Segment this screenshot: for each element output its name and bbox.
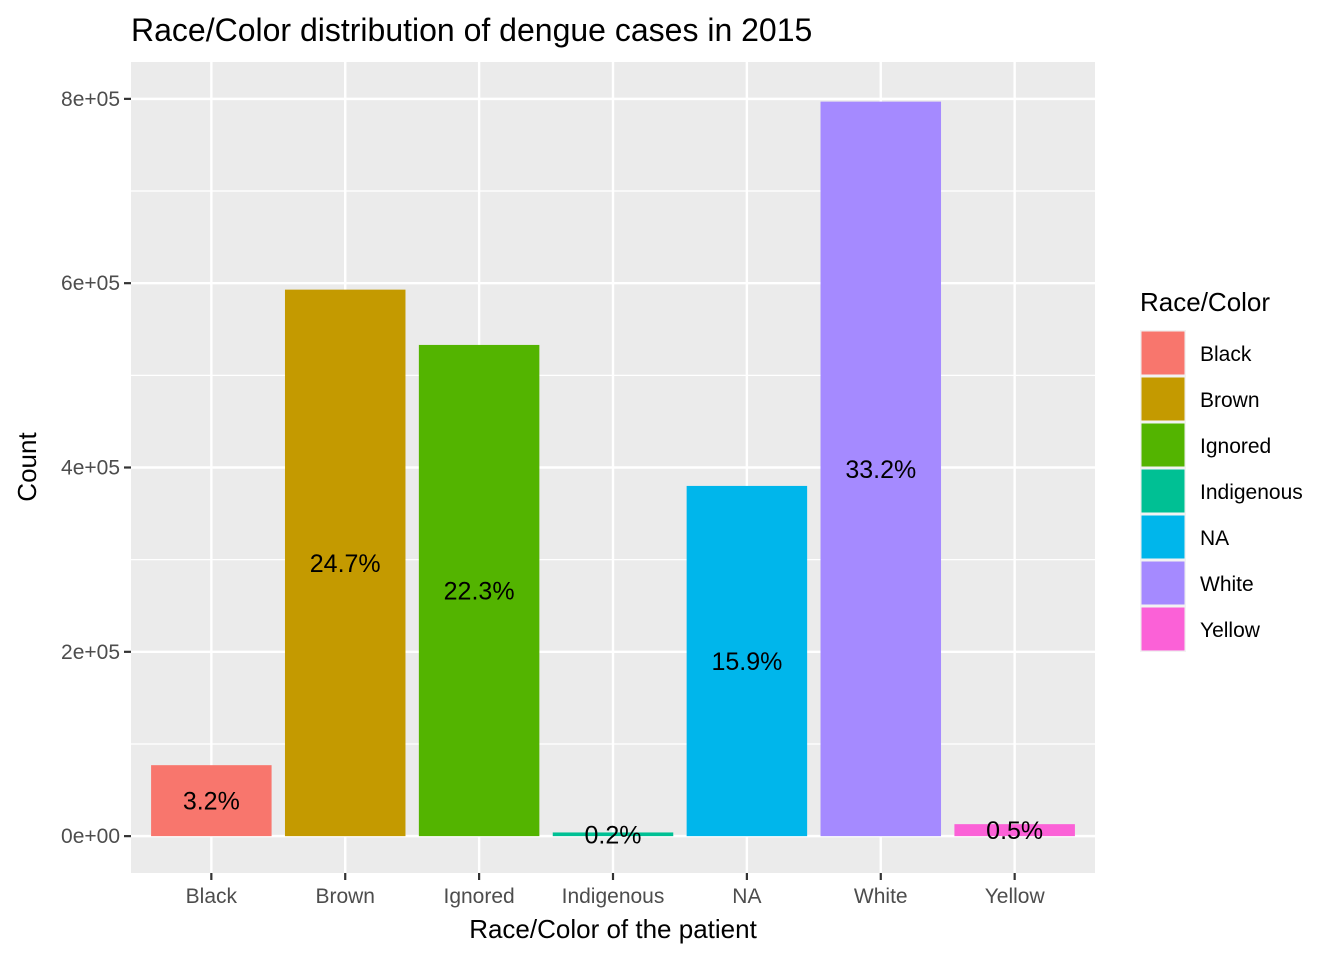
bar-na xyxy=(686,485,808,837)
legend-swatch-na xyxy=(1141,515,1185,559)
bar-label-white: 33.2% xyxy=(845,456,916,484)
x-tick-label: Brown xyxy=(315,885,375,908)
x-tick-label: Black xyxy=(186,885,238,908)
bar-label-ignored: 22.3% xyxy=(444,578,515,606)
legend-label-indigenous: Indigenous xyxy=(1200,481,1303,504)
legend-swatch-ignored xyxy=(1141,423,1185,467)
y-axis-title: Count xyxy=(12,432,42,502)
bar-ignored xyxy=(418,344,540,837)
legend-label-white: White xyxy=(1200,573,1254,596)
bars xyxy=(151,101,1075,837)
legend-swatch-brown xyxy=(1141,377,1185,421)
legend-swatch-indigenous xyxy=(1141,469,1185,513)
legend-swatch-black xyxy=(1141,331,1185,375)
legend-label-black: Black xyxy=(1200,343,1252,366)
bar-label-brown: 24.7% xyxy=(310,550,381,578)
bar-brown xyxy=(284,289,406,837)
bar-label-black: 3.2% xyxy=(183,788,240,816)
legend-swatch-white xyxy=(1141,561,1185,605)
bar-white xyxy=(820,101,942,837)
legend-label-yellow: Yellow xyxy=(1200,619,1261,642)
x-axis-title: Race/Color of the patient xyxy=(469,914,757,944)
legend-label-na: NA xyxy=(1200,527,1229,550)
x-tick-label: Ignored xyxy=(443,885,514,908)
legend-label-brown: Brown xyxy=(1200,389,1260,412)
y-tick-label: 0e+00 xyxy=(61,825,120,848)
y-tick-label: 8e+05 xyxy=(61,88,120,111)
legend-label-ignored: Ignored xyxy=(1200,435,1271,458)
x-tick-label: White xyxy=(854,885,908,908)
x-tick-label: Yellow xyxy=(985,885,1046,908)
bar-label-indigenous: 0.2% xyxy=(585,821,642,849)
x-tick-label: NA xyxy=(732,885,761,908)
y-tick-label: 4e+05 xyxy=(61,457,120,480)
legend: Race/Color Black Brown Ignored Indigenous NA… xyxy=(1140,287,1303,652)
bar-indigenous xyxy=(552,832,674,837)
legend-swatch-yellow xyxy=(1141,607,1185,651)
bar-yellow xyxy=(954,824,1075,837)
bar-label-yellow: 0.5% xyxy=(986,817,1043,845)
y-axis: 0e+00 2e+05 4e+05 6e+05 8e+05 xyxy=(61,88,131,848)
y-tick-label: 2e+05 xyxy=(61,641,120,664)
x-tick-label: Indigenous xyxy=(562,885,665,908)
y-tick-label: 6e+05 xyxy=(61,272,120,295)
bar-black xyxy=(151,765,272,837)
chart-title: Race/Color distribution of dengue cases … xyxy=(131,12,812,48)
bar-labels: 3.2% 24.7% 22.3% 0.2% 15.9% 33.2% 0.5% xyxy=(183,456,1043,849)
x-axis: Black Brown Ignored Indigenous NA White Yellow xyxy=(186,873,1046,908)
bar-label-na: 15.9% xyxy=(711,648,782,676)
legend-title: Race/Color xyxy=(1140,287,1270,317)
